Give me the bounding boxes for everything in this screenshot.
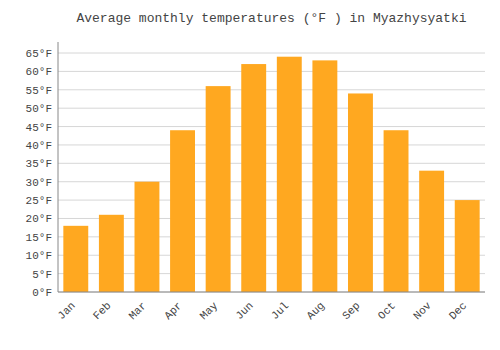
bar xyxy=(419,171,444,292)
x-axis-line xyxy=(58,292,485,293)
y-tick-label: 55°F xyxy=(26,85,52,97)
y-tick-label: 40°F xyxy=(26,140,52,152)
x-tick-label: Dec xyxy=(447,300,469,322)
x-tick-label: Mar xyxy=(127,300,149,322)
x-tick-label: May xyxy=(198,299,221,322)
y-tick-label: 30°F xyxy=(26,177,52,189)
bar xyxy=(241,64,266,292)
x-tick-label: Nov xyxy=(411,299,434,322)
x-tick-labels: Jan Feb Mar Apr May Jun Jul Aug Sep Oct Nov Dec xyxy=(55,299,469,322)
y-tick-label: 25°F xyxy=(26,195,52,207)
y-tick-label: 0°F xyxy=(32,287,52,299)
bar xyxy=(206,86,231,292)
grid xyxy=(58,53,485,292)
chart: Average monthly temperatures (°F ) in My… xyxy=(0,0,500,350)
x-tick-label: Apr xyxy=(162,300,184,322)
y-tick-label: 5°F xyxy=(32,269,52,281)
x-tick-label: Jun xyxy=(233,300,255,322)
grid-line xyxy=(58,71,485,72)
grid-line xyxy=(58,292,485,293)
y-tick-label: 10°F xyxy=(26,250,52,262)
grid-line xyxy=(58,144,485,145)
y-tick-label: 20°F xyxy=(26,213,52,225)
bar xyxy=(384,130,409,292)
bar xyxy=(348,93,373,292)
title: Average monthly temperatures (°F ) in My… xyxy=(76,11,466,26)
y-tick-label: 35°F xyxy=(26,158,52,170)
y-tick-label: 60°F xyxy=(26,66,52,78)
grid-line xyxy=(58,163,485,164)
bar xyxy=(277,57,302,292)
grid-line xyxy=(58,126,485,127)
x-tick-label: Oct xyxy=(376,300,398,322)
grid-line xyxy=(58,108,485,109)
bar xyxy=(99,215,124,292)
y-tick-label: 15°F xyxy=(26,232,52,244)
bars xyxy=(63,57,479,292)
grid-line xyxy=(58,53,485,54)
x-tick-label: Jul xyxy=(269,300,291,322)
x-tick-label: Aug xyxy=(305,300,327,322)
bar xyxy=(135,182,160,292)
grid-line xyxy=(58,89,485,90)
y-tick-label: 45°F xyxy=(26,122,52,134)
y-tick-labels: 0°F 5°F 10°F 15°F 20°F 25°F 30°F 35°F 40°F 45°F 50… xyxy=(26,48,52,299)
bar xyxy=(312,60,337,292)
x-tick-label: Feb xyxy=(91,300,113,322)
bar xyxy=(63,226,88,292)
bar xyxy=(455,200,480,292)
x-tick-label: Jan xyxy=(55,300,77,322)
y-tick-label: 65°F xyxy=(26,48,52,60)
y-tick-label: 50°F xyxy=(26,103,52,115)
x-tick-label: Sep xyxy=(340,300,362,322)
bar xyxy=(170,130,195,292)
y-axis-line xyxy=(58,42,59,292)
